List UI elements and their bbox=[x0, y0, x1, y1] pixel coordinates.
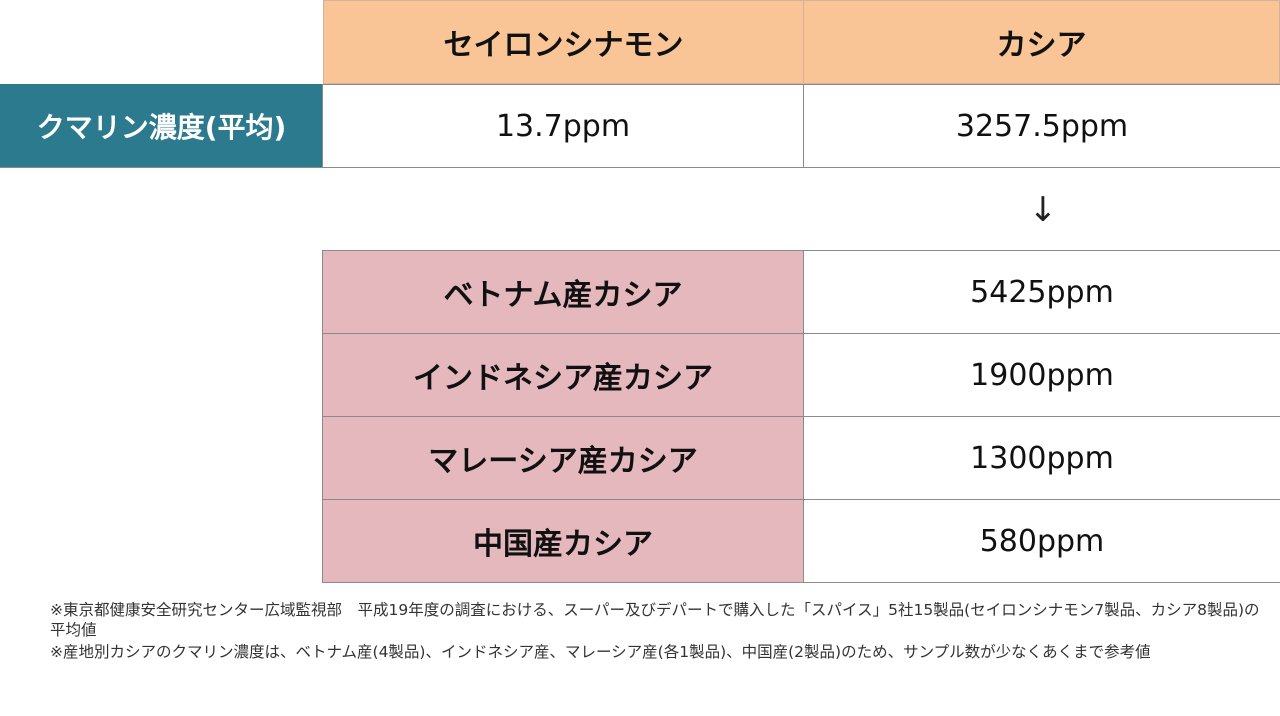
origin-label-malaysia: マレーシア産カシア bbox=[322, 416, 804, 500]
origin-value-malaysia: 1300ppm bbox=[803, 416, 1280, 500]
origin-value-indonesia: 1900ppm bbox=[803, 333, 1280, 417]
origin-value-vietnam: 5425ppm bbox=[803, 250, 1280, 334]
origin-value-china: 580ppm bbox=[803, 499, 1280, 583]
down-arrow-icon: ↓ bbox=[1028, 190, 1058, 230]
footnotes: ※東京都健康安全研究センター広域監視部 平成19年度の調査における、スーパー及び… bbox=[50, 600, 1260, 664]
top-table-bottom-rule bbox=[0, 167, 1280, 168]
ceylon-cinnamon-value: 13.7ppm bbox=[322, 84, 804, 168]
origin-label-vietnam: ベトナム産カシア bbox=[322, 250, 804, 334]
header-cassia: カシア bbox=[803, 0, 1280, 84]
header-ceylon-cinnamon: セイロンシナモン bbox=[323, 0, 804, 84]
coumarin-average-label: クマリン濃度(平均) bbox=[0, 84, 323, 168]
cassia-value: 3257.5ppm bbox=[803, 84, 1280, 168]
origin-label-china: 中国産カシア bbox=[322, 499, 804, 583]
origin-label-indonesia: インドネシア産カシア bbox=[322, 333, 804, 417]
footnote-source: ※東京都健康安全研究センター広域監視部 平成19年度の調査における、スーパー及び… bbox=[50, 601, 1260, 639]
footnote-origin-sample: ※産地別カシアのクマリン濃度は、ベトナム産(4製品)、インドネシア産、マレーシア… bbox=[50, 643, 1151, 661]
